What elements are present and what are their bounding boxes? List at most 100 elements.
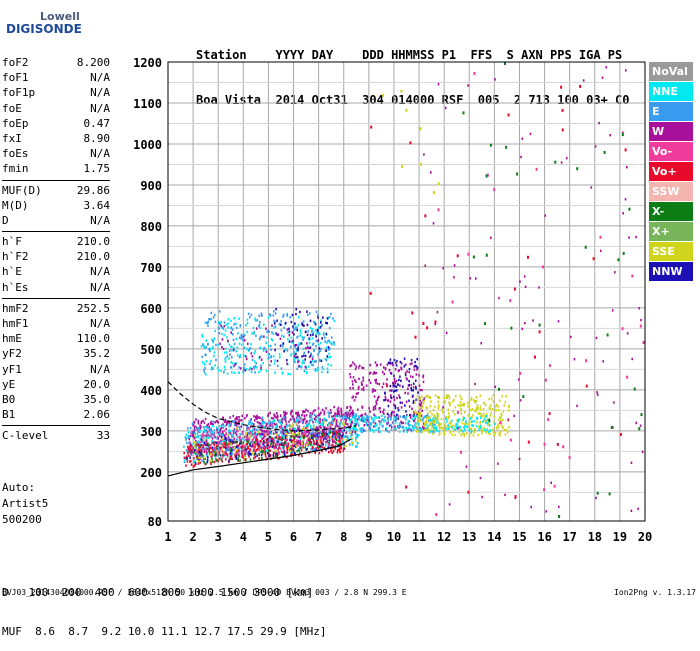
echo-point — [395, 385, 398, 388]
echo-point — [299, 329, 302, 332]
echo-point — [273, 322, 276, 325]
echo-point — [423, 422, 426, 426]
echo-point — [294, 452, 296, 455]
echo-point — [481, 431, 483, 435]
echo-point — [293, 420, 296, 423]
echo-point — [410, 429, 413, 433]
echo-point — [394, 406, 397, 410]
echo-point — [391, 410, 393, 414]
echo-point — [442, 401, 445, 404]
echo-point — [504, 433, 507, 436]
echo-point — [247, 454, 250, 457]
echo-point — [475, 277, 477, 280]
echo-point — [205, 440, 208, 443]
echo-point — [509, 299, 512, 303]
echo-point — [462, 415, 465, 419]
echo-point — [238, 356, 241, 359]
echo-point — [197, 430, 199, 433]
echo-point — [296, 417, 298, 420]
echo-point — [322, 316, 324, 319]
echo-point — [296, 355, 299, 359]
echo-point — [497, 425, 500, 429]
x-tick-label: 13 — [462, 530, 476, 544]
echo-point — [406, 370, 408, 373]
echo-point — [416, 422, 419, 425]
echo-point — [196, 451, 199, 454]
echo-point — [303, 361, 305, 364]
echo-point — [201, 446, 204, 449]
echo-point — [498, 387, 500, 391]
echo-point — [297, 440, 299, 443]
echo-point — [212, 433, 215, 436]
legend-item-e: E — [649, 102, 693, 121]
echo-point — [485, 412, 488, 416]
echo-point — [383, 418, 385, 421]
echo-point — [242, 435, 245, 438]
echo-point — [374, 422, 377, 425]
echo-point — [234, 446, 237, 450]
echo-point — [259, 335, 262, 339]
echo-point — [194, 462, 197, 465]
echo-point — [297, 443, 299, 447]
echo-point — [238, 366, 240, 369]
echo-point — [432, 430, 434, 433]
echo-point — [330, 450, 332, 453]
echo-point — [384, 415, 386, 418]
echo-point — [333, 405, 335, 409]
echo-point — [418, 374, 420, 377]
echo-point — [222, 417, 224, 420]
echo-point — [500, 412, 502, 415]
echo-point — [475, 424, 478, 428]
echo-point — [308, 438, 310, 441]
echo-point — [387, 421, 389, 425]
echo-point — [352, 387, 354, 390]
echo-point — [295, 349, 298, 352]
echo-point — [341, 441, 343, 444]
echo-point — [345, 438, 348, 442]
echo-point — [227, 322, 229, 325]
echo-point — [247, 342, 249, 345]
echo-point — [499, 419, 502, 422]
echo-point — [210, 420, 212, 424]
echo-point — [379, 363, 382, 366]
echo-point — [202, 443, 204, 447]
echo-point — [372, 372, 375, 375]
echo-point — [486, 421, 488, 425]
echo-point — [438, 433, 441, 436]
echo-point — [388, 415, 391, 418]
echo-point — [190, 453, 193, 457]
echo-point — [296, 367, 298, 370]
echo-point — [358, 417, 360, 420]
echo-point — [437, 405, 440, 408]
echo-point — [238, 371, 240, 374]
echo-point — [333, 419, 335, 422]
echo-point — [266, 443, 268, 446]
echo-point — [287, 331, 289, 334]
echo-point — [240, 455, 243, 458]
echo-point — [205, 441, 207, 444]
echo-point — [240, 451, 243, 454]
echo-point — [606, 333, 609, 337]
echo-point — [451, 433, 454, 437]
echo-point — [413, 411, 415, 414]
echo-point — [274, 348, 276, 352]
echo-point — [384, 398, 386, 402]
echo-point — [263, 335, 265, 338]
echo-point — [272, 420, 274, 423]
echo-point — [302, 418, 305, 421]
echo-point — [349, 412, 351, 416]
muf-d-values: 100 200 400 600 800 1000 1500 3000 [km] — [28, 586, 314, 599]
echo-point — [305, 420, 308, 423]
echo-point — [269, 445, 271, 448]
echo-point — [561, 128, 564, 132]
echo-point — [355, 435, 358, 439]
echo-point — [433, 419, 436, 422]
echo-point — [262, 362, 264, 365]
echo-point — [285, 432, 288, 435]
echo-point — [451, 300, 454, 304]
echo-point — [277, 450, 280, 454]
echo-point — [460, 434, 462, 437]
echo-point — [419, 418, 421, 421]
echo-point — [492, 431, 495, 434]
echo-point — [328, 439, 331, 442]
